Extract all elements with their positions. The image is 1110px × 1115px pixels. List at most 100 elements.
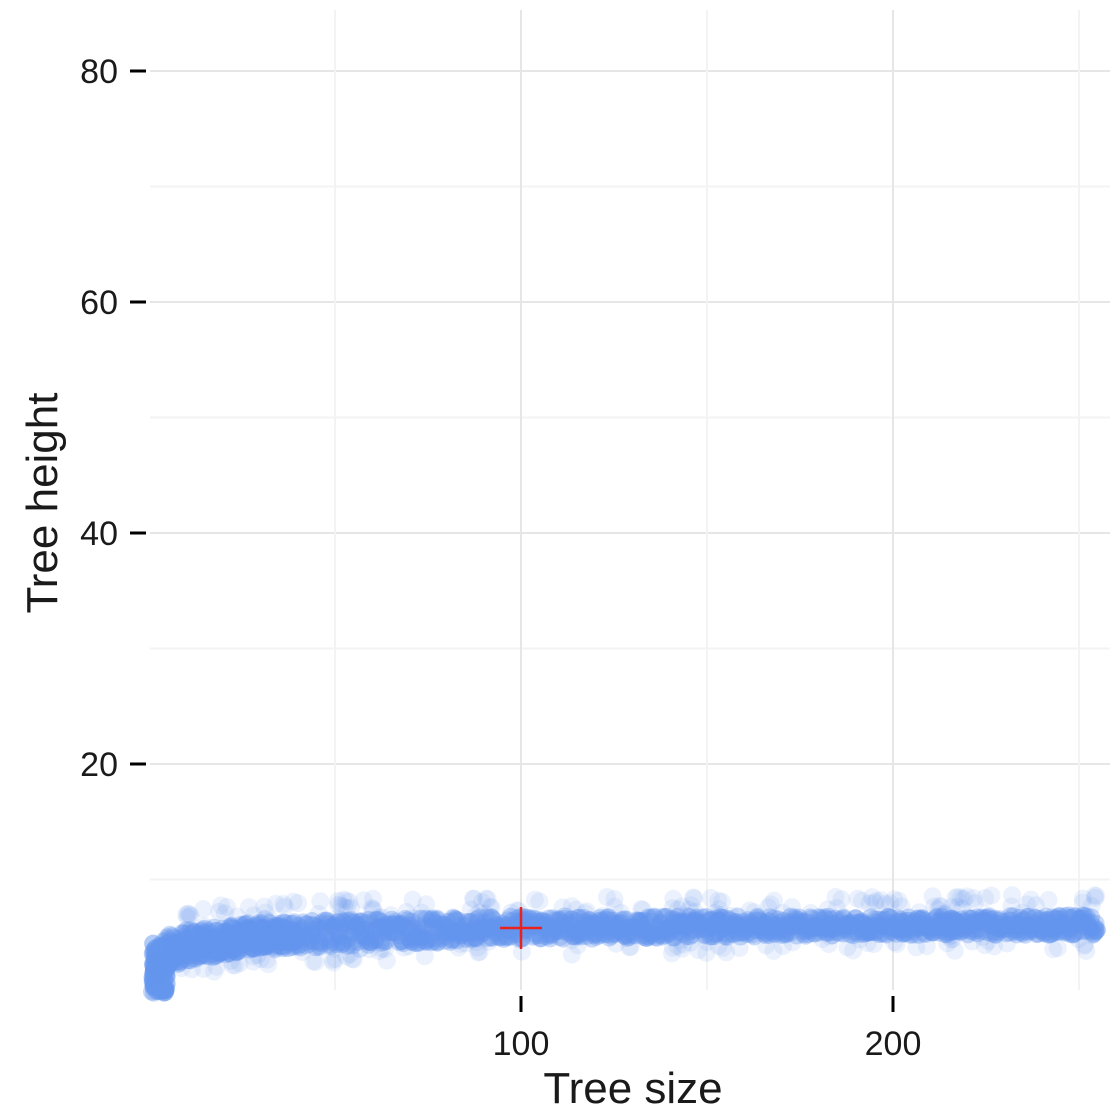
data-point: [177, 924, 196, 943]
data-point: [214, 932, 233, 951]
data-point: [338, 911, 357, 930]
data-point: [214, 933, 233, 952]
data-point: [270, 915, 289, 934]
data-point: [825, 919, 844, 938]
data-point: [964, 915, 983, 934]
data-point: [207, 946, 226, 965]
data-point: [213, 919, 232, 938]
data-point: [256, 903, 275, 922]
data-point: [1002, 911, 1021, 930]
data-point: [737, 921, 756, 940]
data-point: [246, 934, 265, 953]
data-point: [364, 889, 383, 908]
data-point: [845, 923, 864, 942]
data-point: [1036, 907, 1055, 926]
data-point: [198, 937, 217, 956]
data-point: [209, 926, 228, 945]
data-point: [668, 900, 687, 919]
data-point: [852, 913, 871, 932]
data-point: [178, 908, 197, 927]
data-point: [1032, 921, 1051, 940]
data-point: [499, 921, 518, 940]
data-point: [343, 933, 362, 952]
data-point: [877, 925, 896, 944]
data-point: [728, 923, 747, 942]
data-point: [888, 920, 907, 939]
data-point: [367, 917, 386, 936]
data-point: [982, 924, 1001, 943]
data-point: [591, 911, 610, 930]
data-point: [531, 929, 550, 948]
data-point: [476, 919, 495, 938]
data-point: [227, 924, 246, 943]
data-point: [656, 925, 675, 944]
data-point: [752, 912, 771, 931]
data-point: [1037, 911, 1056, 930]
data-point: [357, 929, 376, 948]
data-point: [664, 910, 683, 929]
data-point: [425, 931, 444, 950]
data-point: [195, 923, 214, 942]
data-point: [647, 922, 666, 941]
data-point: [1055, 923, 1074, 942]
data-point: [564, 927, 583, 946]
data-point: [272, 926, 291, 945]
data-point: [678, 917, 697, 936]
data-point: [577, 902, 596, 921]
data-point: [536, 917, 555, 936]
data-point: [305, 920, 324, 939]
data-point: [277, 933, 296, 952]
data-point: [402, 912, 421, 931]
data-point: [540, 909, 559, 928]
data-point: [1059, 908, 1078, 927]
data-point: [740, 901, 759, 920]
data-point: [523, 927, 542, 946]
data-point: [850, 924, 869, 943]
data-point: [419, 929, 438, 948]
data-point: [1000, 923, 1019, 942]
data-point: [593, 912, 612, 931]
data-point: [629, 912, 648, 931]
data-point: [705, 904, 724, 923]
data-point: [835, 915, 854, 934]
data-point: [1018, 922, 1037, 941]
data-point: [608, 916, 627, 935]
data-point: [287, 925, 306, 944]
data-point: [173, 936, 192, 955]
data-point: [475, 913, 494, 932]
data-point: [372, 913, 391, 932]
data-point: [449, 916, 468, 935]
data-point: [975, 936, 994, 955]
data-point: [245, 939, 264, 958]
data-point: [383, 915, 402, 934]
data-point: [265, 918, 284, 937]
data-point: [243, 922, 262, 941]
data-point: [801, 914, 820, 933]
data-point: [548, 922, 567, 941]
data-point: [417, 895, 436, 914]
data-point: [749, 911, 768, 930]
data-point: [392, 932, 411, 951]
data-point: [672, 897, 691, 916]
data-point: [793, 913, 812, 932]
data-point: [851, 919, 870, 938]
data-point: [1022, 920, 1041, 939]
data-point: [754, 922, 773, 941]
data-point: [910, 918, 929, 937]
data-point: [379, 920, 398, 939]
data-point: [350, 912, 369, 931]
data-point: [357, 914, 376, 933]
data-point: [647, 928, 666, 947]
data-point: [700, 917, 719, 936]
data-point: [412, 903, 431, 922]
data-point: [230, 941, 249, 960]
data-point: [343, 949, 362, 968]
data-point: [573, 921, 592, 940]
data-point: [195, 932, 214, 951]
data-point: [690, 914, 709, 933]
data-point: [268, 936, 287, 955]
data-point: [962, 909, 981, 928]
data-point: [285, 913, 304, 932]
data-point: [264, 918, 283, 937]
data-point: [266, 916, 285, 935]
